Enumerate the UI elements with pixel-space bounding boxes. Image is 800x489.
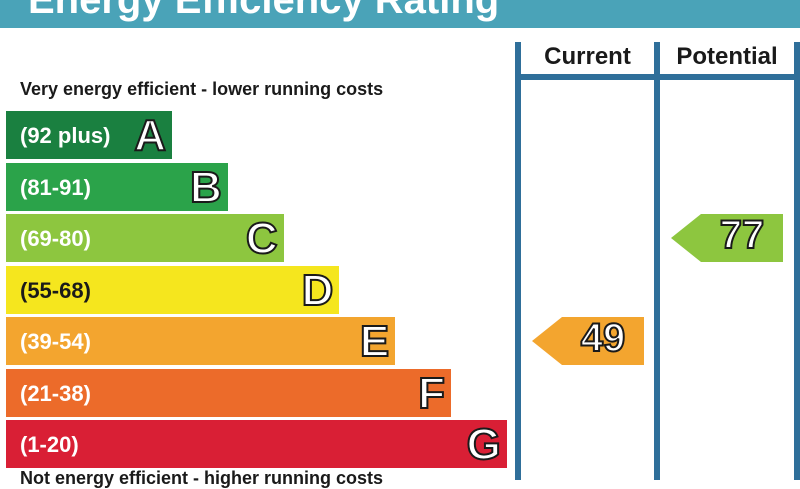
band-b: (81-91) B (6, 162, 228, 212)
band-e: (39-54) E (6, 317, 396, 367)
band-range-label: (21-38) (20, 380, 91, 406)
title-bar: Energy Efficiency Rating (0, 0, 800, 28)
band-grade-letter: C (245, 214, 279, 264)
band-range-label: (92 plus) (20, 123, 111, 148)
band-d: (55-68) D (6, 265, 340, 315)
current-rating-value: 49 (580, 315, 627, 361)
column-divider-right (794, 42, 800, 480)
band-g: (1-20) G (6, 420, 507, 470)
potential-arrow-shape (671, 214, 783, 262)
band-range-label: (39-54) (20, 329, 91, 354)
band-c: (69-80) C (6, 214, 284, 264)
band-grade-letter: D (301, 265, 335, 315)
band-grade-letter: G (466, 420, 502, 470)
band-grade-letter: A (133, 111, 167, 161)
potential-column-header: Potential (676, 43, 778, 70)
band-range-label: (81-91) (20, 174, 91, 200)
header-underline (515, 74, 800, 80)
current-rating-arrow (532, 317, 644, 365)
band-grade-letter: E (359, 317, 390, 367)
band-range-label: (55-68) (20, 277, 91, 303)
column-divider-left (515, 42, 521, 480)
band-grade-letter: F (417, 368, 446, 418)
band-grade-letter: B (189, 162, 223, 212)
band-range-label: (69-80) (20, 226, 91, 251)
current-column-header: Current (544, 43, 631, 70)
bottom-note: Not energy efficient - higher running co… (20, 468, 384, 488)
band-f: (21-38) F (6, 368, 451, 418)
current-arrow-shape (532, 317, 644, 365)
potential-rating-arrow (671, 214, 783, 262)
potential-rating-value: 77 (719, 212, 766, 258)
top-note: Very energy efficient - lower running co… (20, 79, 384, 99)
band-a: (92 plus) A (6, 111, 172, 161)
column-divider-middle (654, 42, 660, 480)
band-range-label: (1-20) (20, 432, 79, 457)
chart-title: Energy Efficiency Rating (28, 0, 500, 22)
